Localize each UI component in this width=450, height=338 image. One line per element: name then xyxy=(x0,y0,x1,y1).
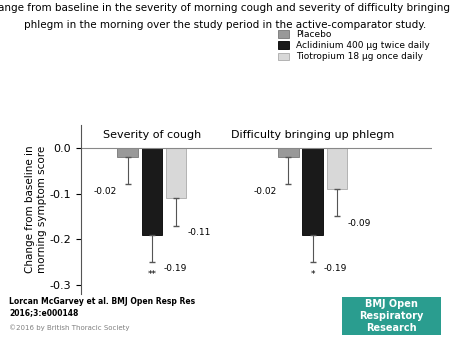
Text: BMJ Open
Respiratory
Research: BMJ Open Respiratory Research xyxy=(359,299,424,333)
Text: Change from baseline in the severity of morning cough and severity of difficulty: Change from baseline in the severity of … xyxy=(0,3,450,14)
Y-axis label: Change from baseline in
morning symptom score: Change from baseline in morning symptom … xyxy=(25,146,47,273)
Bar xyxy=(278,148,298,157)
Text: -0.02: -0.02 xyxy=(254,187,277,196)
Text: -0.11: -0.11 xyxy=(187,228,211,237)
Text: Difficulty bringing up phlegm: Difficulty bringing up phlegm xyxy=(231,130,394,140)
Text: *: * xyxy=(310,270,315,279)
Text: phlegm in the morning over the study period in the active-comparator study.: phlegm in the morning over the study per… xyxy=(24,20,426,30)
Bar xyxy=(117,148,138,157)
Text: Severity of cough: Severity of cough xyxy=(103,130,201,140)
Text: -0.19: -0.19 xyxy=(324,264,347,273)
Bar xyxy=(166,148,186,198)
Text: -0.19: -0.19 xyxy=(163,264,186,273)
Text: ©2016 by British Thoracic Society: ©2016 by British Thoracic Society xyxy=(9,324,130,331)
Bar xyxy=(302,148,323,235)
Legend: Placebo, Aclidinium 400 μg twice daily, Tiotropium 18 μg once daily: Placebo, Aclidinium 400 μg twice daily, … xyxy=(277,28,432,63)
Text: -0.09: -0.09 xyxy=(348,219,371,228)
Text: Lorcan McGarvey et al. BMJ Open Resp Res
2016;3:e000148: Lorcan McGarvey et al. BMJ Open Resp Res… xyxy=(9,297,195,317)
Bar xyxy=(327,148,347,189)
Text: **: ** xyxy=(148,270,157,279)
Bar xyxy=(142,148,162,235)
Text: -0.02: -0.02 xyxy=(93,187,117,196)
